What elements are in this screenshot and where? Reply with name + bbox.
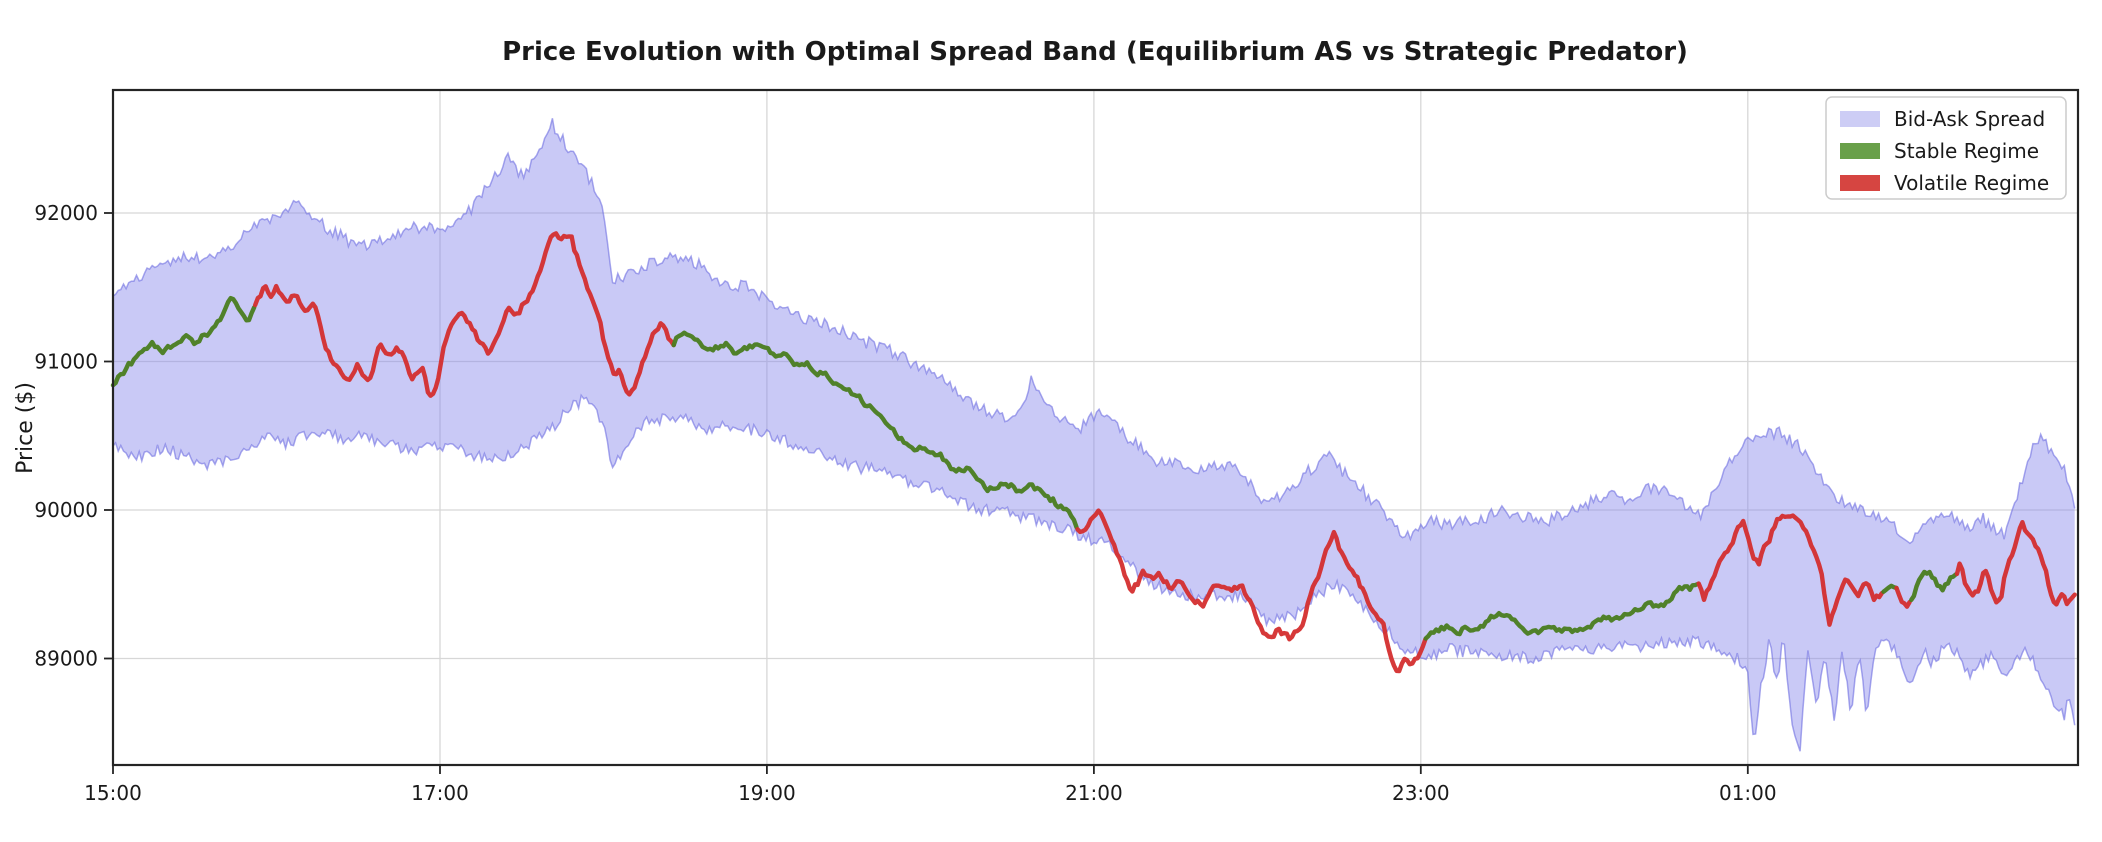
legend-item-volatile-regime: Volatile Regime: [1840, 171, 2049, 195]
ask-edge-line: [112, 118, 2076, 545]
y-tick-label: 90000: [34, 498, 98, 522]
price-line-stable-segment: [1423, 581, 1700, 641]
legend-swatch-bid-ask-spread: [1840, 111, 1880, 127]
x-tick-label: 23:00: [1392, 781, 1450, 805]
price-line-stable-segment: [1881, 583, 1899, 594]
legend-swatch-volatile-regime: [1840, 175, 1880, 191]
legend-swatch-stable-regime: [1840, 143, 1880, 159]
price-line-volatile-segment: [1894, 585, 1912, 609]
price-line-volatile-segment: [1696, 513, 1884, 627]
legend-label-stable-regime: Stable Regime: [1894, 139, 2039, 163]
price-line-stable-segment: [1909, 569, 1958, 603]
y-tick-label: 89000: [34, 647, 98, 671]
bid-ask-spread-band-layer: [112, 118, 2076, 752]
bid-edge-line: [112, 393, 2076, 752]
x-tick-label: 15:00: [84, 781, 142, 805]
y-tick-label: 92000: [34, 201, 98, 225]
x-tick-label: 21:00: [1065, 781, 1123, 805]
plot-border: [111, 88, 2080, 767]
x-tick-label: 17:00: [411, 781, 469, 805]
y-axis-label: Price ($): [13, 382, 38, 474]
price-line-volatile-segment: [253, 231, 676, 398]
y-tick-label: 91000: [34, 350, 98, 374]
legend-label-volatile-regime: Volatile Regime: [1894, 171, 2049, 195]
price-line-stable-segment: [110, 295, 257, 388]
chart-title: Price Evolution with Optimal Spread Band…: [502, 37, 1688, 67]
bid-ask-spread-area: [113, 118, 2075, 752]
legend-item-bid-ask-spread: Bid-Ask Spread: [1840, 107, 2045, 131]
x-tick-label: 19:00: [738, 781, 796, 805]
legend: Bid-Ask Spread Stable Regime Volatile Regi…: [1825, 96, 2067, 200]
legend-box: [1825, 96, 2067, 200]
axis-layer: 89000 90000 91000 92000 15:00 17:00 19:00 21:00…: [34, 88, 2080, 805]
price-line-volatile-segment: [1954, 520, 2077, 607]
legend-item-stable-regime: Stable Regime: [1840, 139, 2039, 163]
legend-label-bid-ask-spread: Bid-Ask Spread: [1894, 107, 2045, 131]
price-line-stable-segment: [671, 330, 1079, 530]
price-line-layer: [110, 231, 2077, 674]
price-line-volatile-segment: [1075, 508, 1428, 674]
x-tick-label: 01:00: [1719, 781, 1777, 805]
